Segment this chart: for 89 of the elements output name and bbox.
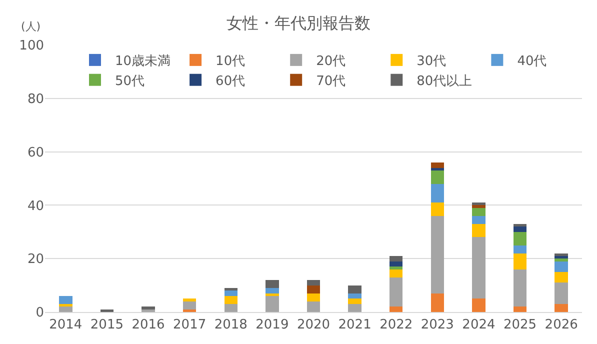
bar (430, 202, 444, 216)
bar (306, 301, 320, 312)
bar (142, 309, 155, 312)
legend-label: 70代 (316, 74, 346, 89)
x-tick-label: 2015 (90, 318, 124, 333)
x-tick-label: 2022 (380, 318, 413, 333)
bar (513, 306, 527, 312)
bar (266, 288, 279, 294)
bar (430, 184, 444, 203)
bar (390, 306, 403, 312)
x-tick-label: 2014 (49, 318, 82, 333)
bar (513, 253, 527, 270)
x-tick-label: 2018 (214, 318, 248, 333)
x-tick-label: 2024 (462, 318, 496, 333)
bar (142, 306, 155, 310)
y-tick-label: 100 (19, 38, 44, 54)
bar (472, 216, 486, 224)
bar (554, 256, 568, 259)
bar (59, 306, 72, 312)
bar (59, 304, 72, 307)
bar (430, 170, 444, 184)
x-tick-label: 2021 (338, 318, 372, 333)
bar (554, 272, 568, 283)
y-tick-label: 20 (27, 252, 44, 268)
y-tick-label: 40 (27, 198, 44, 214)
bar (224, 296, 238, 304)
bar (390, 277, 403, 307)
x-tick-label: 2026 (544, 318, 578, 333)
bar (348, 298, 362, 304)
bar (390, 269, 403, 278)
bar (472, 202, 486, 206)
legend-label: 20代 (316, 54, 346, 70)
bar (266, 296, 279, 312)
bar (306, 280, 320, 286)
y-tick-label: 80 (27, 92, 44, 107)
bar (390, 266, 403, 270)
bar (554, 261, 568, 272)
bar (430, 168, 444, 170)
bar (472, 208, 486, 216)
bar (554, 304, 568, 312)
bar (266, 280, 279, 288)
bar (430, 293, 444, 312)
bar (554, 282, 568, 304)
x-tick-label: 2025 (503, 318, 537, 333)
legend-label: 40代 (517, 54, 547, 70)
bar (182, 309, 196, 312)
legend-label: 50代 (115, 74, 145, 89)
bar (266, 293, 279, 296)
y-axis-title: (人) (21, 20, 41, 33)
bar (348, 285, 362, 294)
y-tick-label: 60 (27, 145, 44, 160)
bar (472, 237, 486, 299)
x-tick-label: 2016 (132, 318, 165, 333)
bar (59, 296, 72, 304)
bar (472, 298, 486, 312)
bar (554, 253, 568, 256)
x-tick-label: 2019 (256, 318, 289, 333)
bar (224, 304, 238, 312)
x-tick-label: 2023 (420, 318, 454, 333)
bar (430, 162, 444, 168)
bar (348, 293, 362, 299)
x-tick-label: 2020 (296, 318, 330, 333)
bar (472, 205, 486, 208)
bar (182, 301, 196, 310)
bar (390, 261, 403, 267)
bar (472, 224, 486, 238)
bar (513, 269, 527, 307)
legend-label: 10歳未満 (115, 54, 171, 70)
legend-label: 60代 (216, 74, 246, 89)
bar (513, 226, 527, 232)
bar (306, 285, 320, 294)
bar (390, 256, 403, 262)
y-tick-label: 0 (36, 306, 44, 321)
legend-label: 80代以上 (416, 74, 472, 89)
bar (554, 258, 568, 262)
bar (100, 309, 114, 312)
legend-label: 30代 (416, 54, 446, 70)
bar (224, 290, 238, 296)
bar (224, 288, 238, 291)
bar (182, 298, 196, 302)
bar (513, 224, 527, 227)
bar (430, 216, 444, 294)
legend-label: 10代 (216, 54, 246, 70)
x-tick-label: 2017 (173, 318, 206, 333)
bar (513, 232, 527, 246)
bar (513, 245, 527, 254)
bar (348, 304, 362, 312)
bar (306, 293, 320, 302)
chart-title: 女性・年代別報告数 (226, 13, 370, 32)
